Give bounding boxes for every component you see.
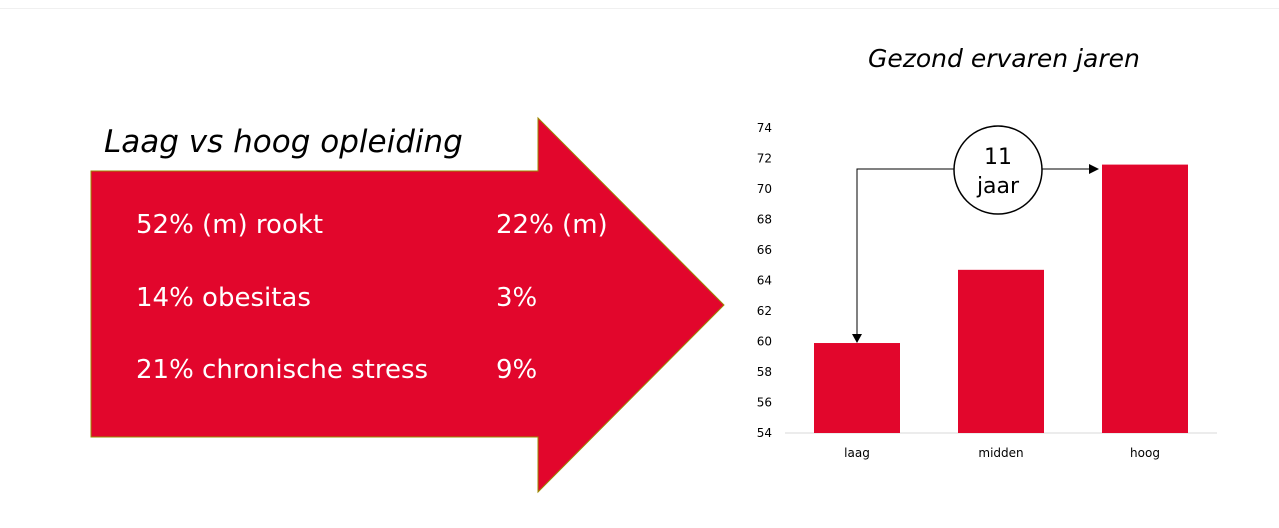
bar-hoog <box>1102 164 1188 433</box>
stat-smoking-high: 22% (m) <box>496 210 608 240</box>
annotation-value: 11 <box>984 145 1012 170</box>
y-tick-label: 70 <box>757 182 772 196</box>
top-divider <box>0 8 1279 9</box>
bar-midden <box>958 269 1044 433</box>
annotation-unit: jaar <box>976 174 1020 199</box>
arrow-title: Laag vs hoog opleiding <box>104 124 463 160</box>
y-tick-label: 62 <box>757 304 772 318</box>
y-tick-label: 56 <box>757 396 772 410</box>
stat-smoking-low: 52% (m) rookt <box>136 210 324 240</box>
x-tick-label: hoog <box>1130 446 1160 460</box>
x-tick-label: laag <box>844 446 870 460</box>
annotation-connector-left <box>856 168 954 336</box>
y-tick-label: 60 <box>757 335 772 349</box>
y-tick-label: 68 <box>757 213 772 227</box>
arrowhead-down-icon <box>852 334 862 344</box>
y-tick-label: 72 <box>757 152 772 166</box>
y-tick-label: 66 <box>757 243 772 257</box>
y-tick-label: 58 <box>757 365 772 379</box>
annotation-circle <box>953 125 1043 215</box>
chart-title: Gezond ervaren jaren <box>868 44 1140 73</box>
stat-stress-low: 21% chronische stress <box>136 355 429 385</box>
stat-obesity-high: 3% <box>496 283 538 313</box>
stat-obesity-low: 14% obesitas <box>136 283 311 313</box>
y-tick-label: 74 <box>757 121 772 135</box>
x-tick-label: midden <box>978 446 1023 460</box>
y-tick-label: 54 <box>757 426 772 440</box>
arrowhead-right-icon <box>1089 164 1099 174</box>
arrow-shape <box>90 116 725 494</box>
stat-stress-high: 9% <box>496 355 538 385</box>
y-tick-label: 64 <box>757 274 772 288</box>
arrow-body <box>90 116 725 494</box>
bar-laag <box>814 343 900 433</box>
